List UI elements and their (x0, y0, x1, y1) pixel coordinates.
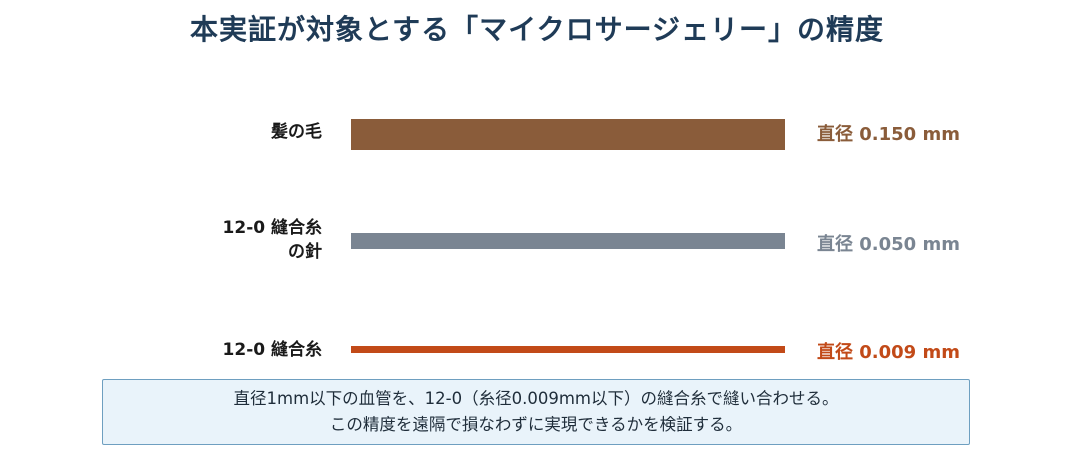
value-suture: 直径 0.009 mm (817, 342, 960, 363)
bar-hair (351, 119, 785, 150)
row-label-line: の針 (288, 242, 322, 262)
row-label-suture: 12-0 縫合糸 (122, 338, 322, 362)
page-title: 本実証が対象とする「マイクロサージェリー」の精度 (189, 13, 885, 46)
explanation-line-1: 直径1mm以下の血管を、12-0（糸径0.009mm以下）の縫合糸で縫い合わせる… (233, 389, 839, 408)
row-label-line: 12-0 縫合糸 (222, 218, 322, 238)
explanation-box: 直径1mm以下の血管を、12-0（糸径0.009mm以下）の縫合糸で縫い合わせる… (102, 379, 970, 445)
row-label-line: 髪の毛 (271, 122, 322, 142)
row-label-needle: 12-0 縫合糸 の針 (122, 216, 322, 264)
row-label-hair: 髪の毛 (122, 120, 322, 144)
bar-suture (351, 346, 785, 353)
value-hair: 直径 0.150 mm (817, 124, 960, 145)
row-label-line: 12-0 縫合糸 (222, 340, 322, 360)
explanation-line-2: この精度を遠隔で損なわずに実現できるかを検証する。 (329, 415, 743, 434)
bar-needle (351, 233, 785, 249)
value-needle: 直径 0.050 mm (817, 234, 960, 255)
